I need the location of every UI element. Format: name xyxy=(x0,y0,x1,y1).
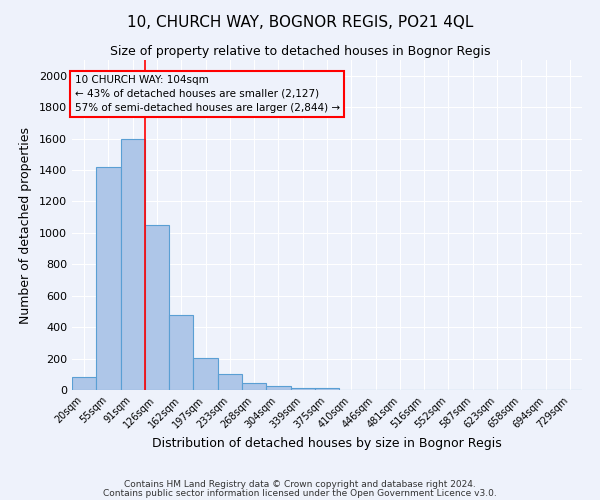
Bar xyxy=(145,225,169,390)
Bar xyxy=(266,386,290,390)
Bar xyxy=(96,167,121,390)
Bar xyxy=(72,378,96,390)
Text: 10 CHURCH WAY: 104sqm
← 43% of detached houses are smaller (2,127)
57% of semi-d: 10 CHURCH WAY: 104sqm ← 43% of detached … xyxy=(74,75,340,113)
Y-axis label: Number of detached properties: Number of detached properties xyxy=(19,126,32,324)
Bar xyxy=(315,388,339,390)
Bar xyxy=(218,374,242,390)
Text: Contains public sector information licensed under the Open Government Licence v3: Contains public sector information licen… xyxy=(103,488,497,498)
Text: Contains HM Land Registry data © Crown copyright and database right 2024.: Contains HM Land Registry data © Crown c… xyxy=(124,480,476,489)
Text: Size of property relative to detached houses in Bognor Regis: Size of property relative to detached ho… xyxy=(110,45,490,58)
Bar xyxy=(290,388,315,390)
Bar xyxy=(242,383,266,390)
Bar xyxy=(193,358,218,390)
Bar xyxy=(169,314,193,390)
X-axis label: Distribution of detached houses by size in Bognor Regis: Distribution of detached houses by size … xyxy=(152,437,502,450)
Bar xyxy=(121,138,145,390)
Text: 10, CHURCH WAY, BOGNOR REGIS, PO21 4QL: 10, CHURCH WAY, BOGNOR REGIS, PO21 4QL xyxy=(127,15,473,30)
